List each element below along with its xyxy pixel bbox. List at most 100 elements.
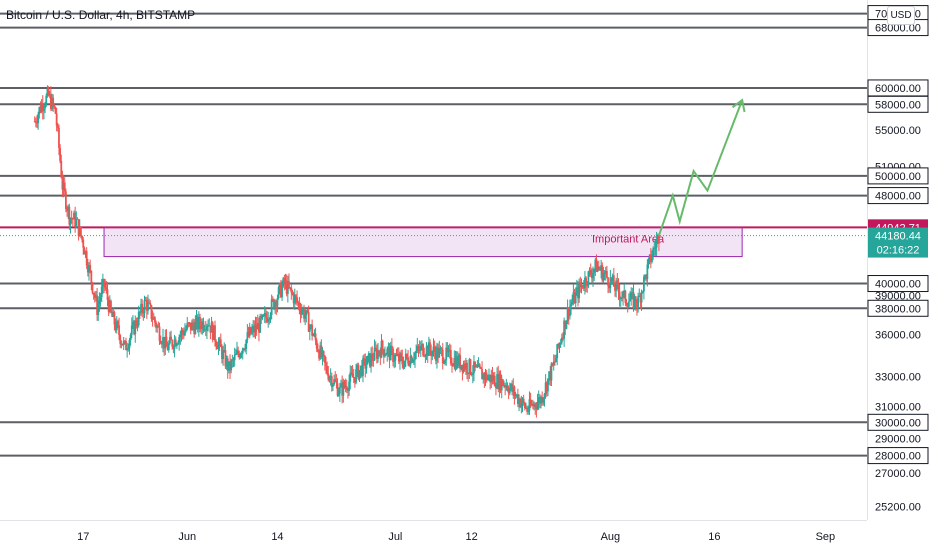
candle-body — [236, 350, 238, 354]
candle-body — [417, 346, 420, 349]
y-tick-label: 40000.00 — [875, 279, 921, 291]
candle-body — [299, 309, 302, 315]
candle-body — [440, 348, 443, 350]
y-tick-label: 31000.00 — [875, 401, 921, 413]
candle-body — [169, 336, 171, 344]
y-tick-label: 38000.00 — [875, 303, 921, 315]
candle-body — [558, 343, 561, 348]
candle-body — [550, 363, 553, 381]
candle-body — [533, 403, 535, 407]
candle-body — [114, 324, 117, 331]
candle-body — [436, 347, 438, 361]
candle-body — [394, 354, 397, 361]
candle-body — [222, 350, 225, 360]
candle-body — [430, 350, 433, 357]
candle-body — [134, 320, 137, 335]
candle-body — [655, 239, 658, 248]
candle-body — [544, 382, 547, 395]
candle-body — [34, 121, 37, 123]
y-tick-label: 33000.00 — [875, 371, 921, 383]
candle-body — [147, 302, 149, 311]
candle-body — [219, 339, 222, 347]
candle-body — [211, 322, 214, 340]
candle-body — [636, 304, 638, 307]
y-tick-label: 48000.00 — [875, 191, 921, 203]
candle-body — [553, 361, 556, 363]
candle-body — [453, 357, 456, 367]
candle-body — [258, 323, 260, 333]
y-tick-label: 28000.00 — [875, 451, 921, 463]
y-tick-label: 27000.00 — [875, 468, 921, 480]
candle-body — [483, 373, 486, 380]
candle-body — [306, 310, 309, 313]
candle-body — [347, 389, 349, 391]
candle-body — [529, 399, 532, 406]
candle-body — [540, 397, 542, 404]
candle-body — [431, 351, 434, 357]
candle-body — [629, 299, 631, 302]
y-tick-label: 30000.00 — [875, 417, 921, 429]
candle-body — [646, 264, 649, 280]
projection-line — [657, 99, 744, 236]
candle-body — [172, 346, 175, 349]
candle-body — [125, 341, 127, 351]
candle-body — [543, 394, 546, 399]
candle-body — [528, 399, 531, 411]
candle-body — [112, 312, 115, 317]
candle-body — [298, 302, 301, 310]
candle-body — [500, 379, 503, 391]
candle-body — [586, 285, 589, 287]
candle-body — [619, 297, 622, 300]
candle-body — [359, 365, 362, 371]
candle-body — [118, 325, 120, 336]
candle-body — [152, 317, 155, 320]
candle-body — [653, 247, 656, 249]
candle-body — [60, 160, 63, 178]
candle-body — [423, 355, 426, 357]
candle-body — [364, 358, 367, 369]
candle-body — [446, 347, 449, 353]
candle-body — [253, 326, 256, 333]
candle-body — [38, 107, 41, 115]
candle-body — [325, 362, 327, 366]
candle-body — [207, 325, 209, 327]
candle-body — [360, 365, 363, 376]
candle-body — [438, 348, 441, 358]
candle-body — [101, 279, 104, 287]
candle-body — [356, 364, 359, 370]
candle-body — [334, 379, 337, 382]
candle-body — [189, 322, 192, 331]
candle-body — [572, 292, 575, 302]
candle-body — [318, 351, 320, 359]
candle-body — [286, 281, 289, 294]
candle-body — [269, 314, 272, 320]
candle-body — [562, 337, 564, 339]
candle-body — [470, 373, 473, 375]
y-level-tag-box — [867, 299, 929, 317]
candle-body — [350, 372, 353, 374]
candle-body — [412, 359, 415, 361]
current-price-label: 44180.44 — [875, 231, 921, 243]
candle-body — [504, 385, 507, 388]
candle-body — [362, 358, 364, 376]
currency-button[interactable]: USD — [887, 6, 915, 25]
candle-body — [569, 306, 571, 317]
candle-body — [404, 353, 407, 361]
candle-body — [375, 349, 378, 359]
candle-body — [624, 290, 627, 303]
candle-body — [514, 395, 517, 397]
y-tick-label: 60000.00 — [875, 83, 921, 95]
candle-body — [559, 342, 562, 344]
candle-body — [327, 373, 330, 380]
candle-body — [160, 343, 163, 345]
candle-body — [88, 265, 90, 273]
candle-body — [310, 324, 312, 327]
candle-body — [557, 344, 560, 348]
candle-body — [608, 285, 611, 289]
candle-body — [92, 292, 95, 295]
candle-body — [395, 354, 398, 356]
candle-body — [49, 94, 52, 109]
candle-body — [468, 359, 471, 374]
candle-body — [367, 353, 370, 356]
